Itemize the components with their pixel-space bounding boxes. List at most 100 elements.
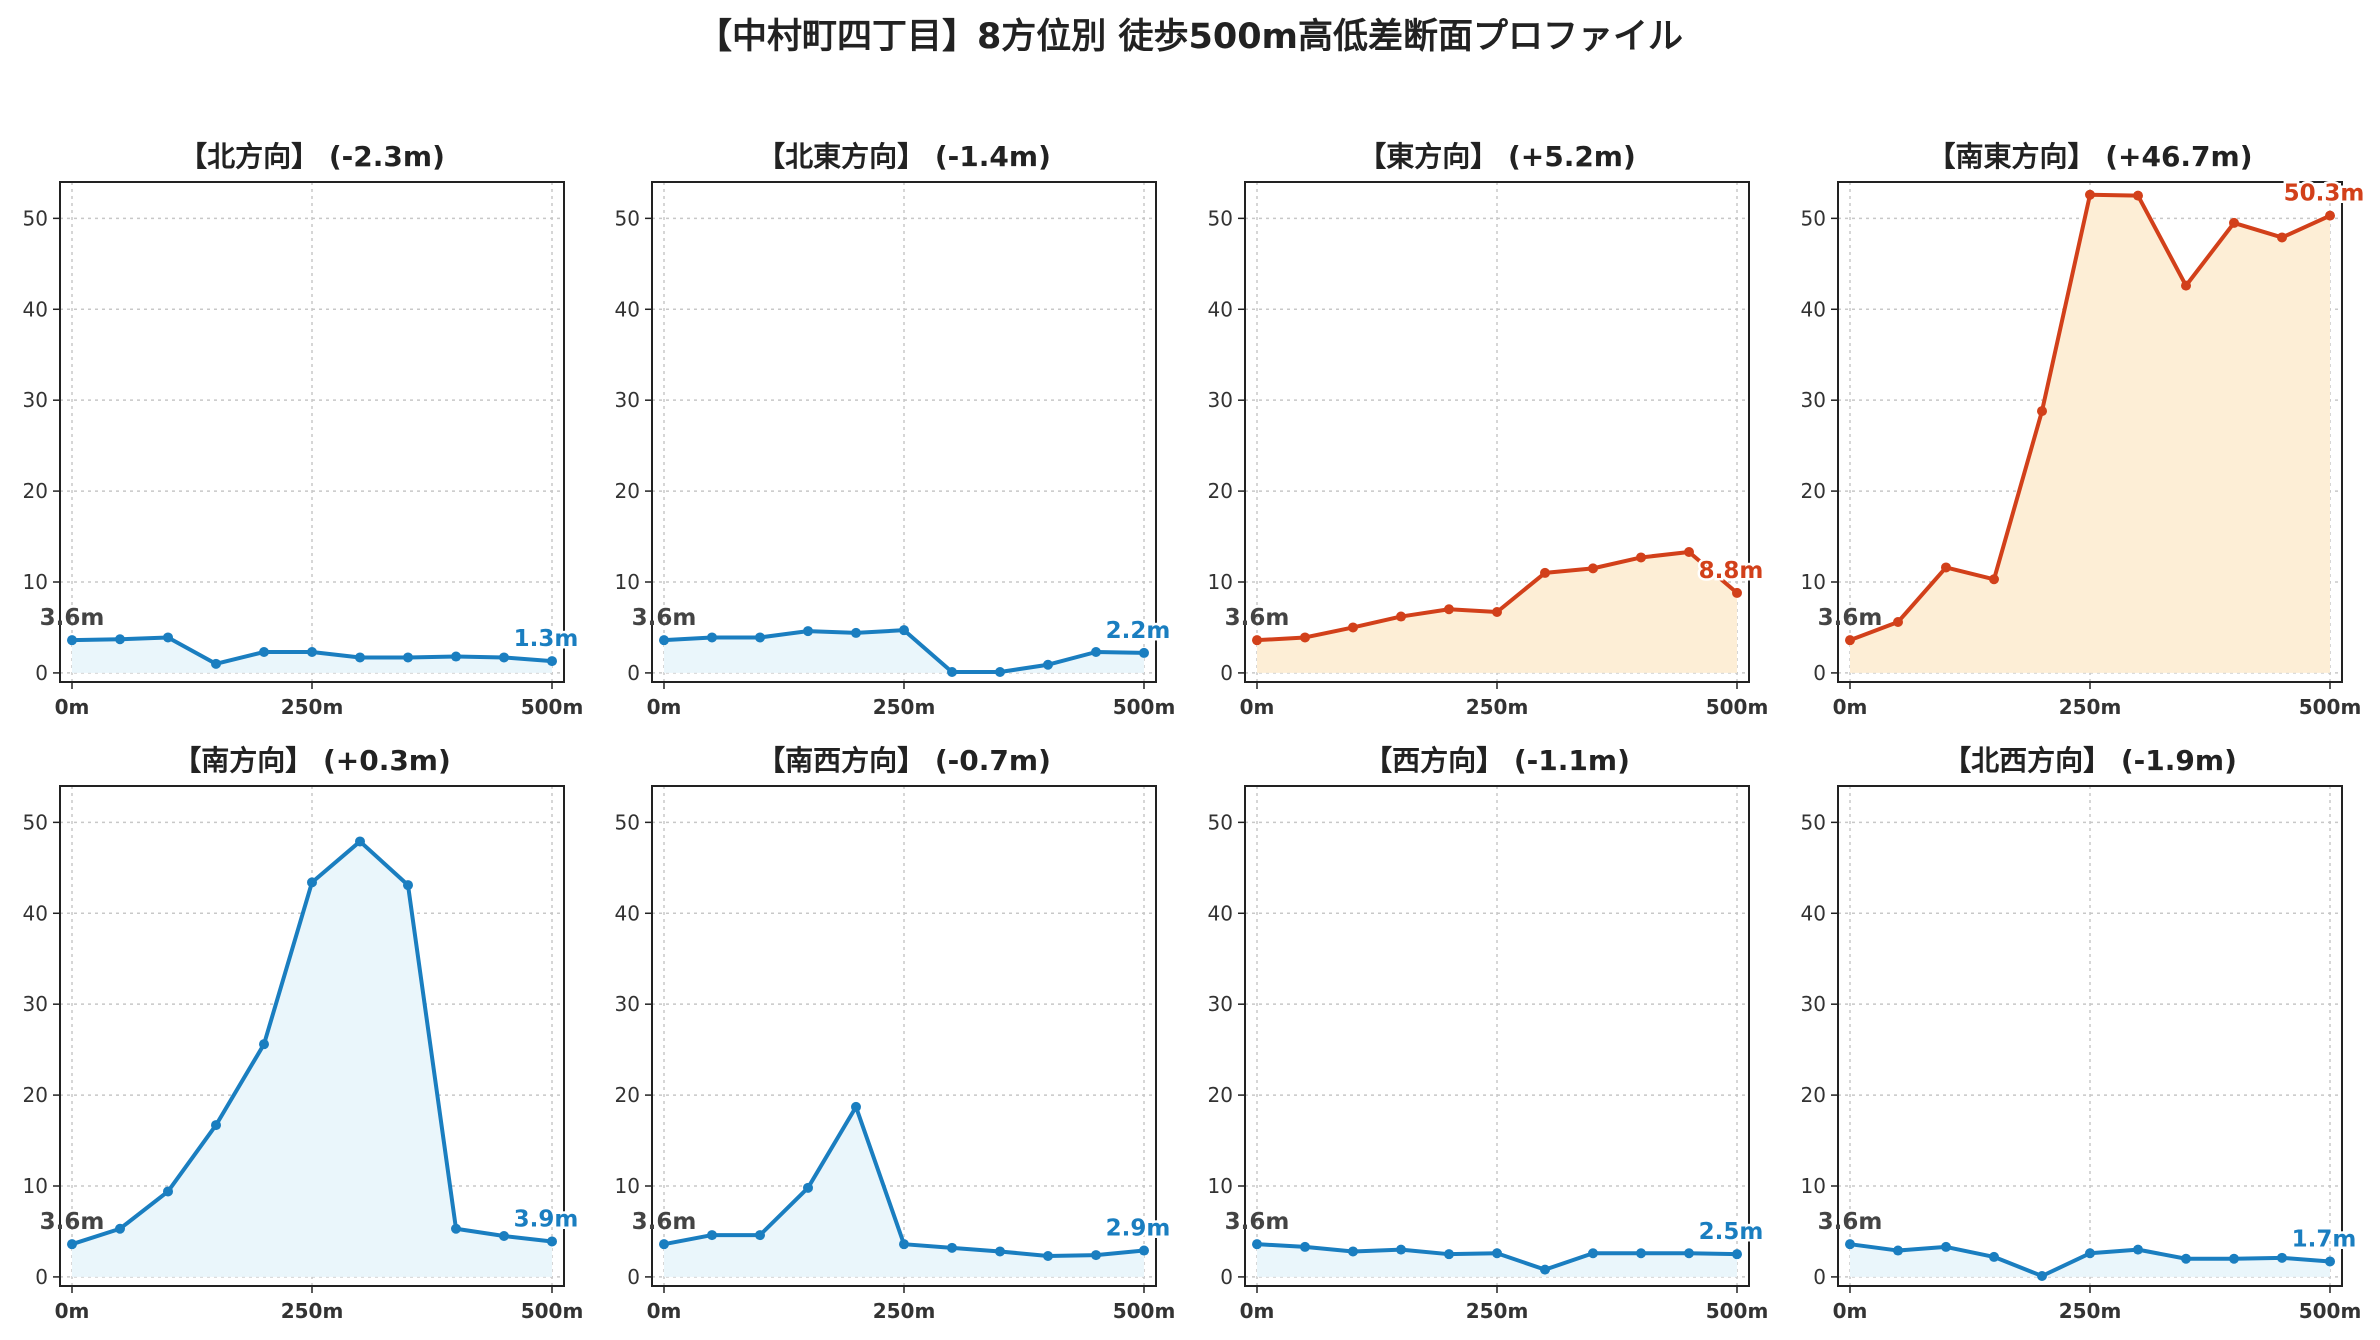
y-tick-label: 10 bbox=[1208, 570, 1233, 594]
data-point bbox=[451, 1223, 461, 1234]
y-tick-label: 20 bbox=[1801, 1083, 1826, 1107]
y-tick-label: 0 bbox=[1220, 661, 1233, 685]
x-tick-label: 500m bbox=[521, 695, 584, 719]
end-elevation-label: 1.3m bbox=[514, 626, 579, 652]
data-point bbox=[259, 647, 269, 657]
y-tick-label: 20 bbox=[23, 479, 48, 503]
data-point bbox=[659, 635, 669, 646]
data-point bbox=[2133, 190, 2143, 201]
data-point bbox=[1348, 1246, 1358, 1257]
x-tick-label: 250m bbox=[873, 1299, 936, 1323]
data-point bbox=[1444, 1249, 1454, 1260]
data-point bbox=[1989, 574, 1999, 585]
x-tick-label: 0m bbox=[647, 695, 682, 719]
data-point bbox=[2085, 1248, 2095, 1259]
start-elevation-label: 3.6m bbox=[1225, 605, 1290, 631]
x-tick-label: 0m bbox=[1240, 695, 1275, 719]
panel-title: 【北西方向】 (-1.9m) bbox=[1943, 744, 2237, 777]
data-point bbox=[1091, 647, 1101, 657]
y-tick-label: 40 bbox=[1801, 901, 1826, 925]
start-elevation-label: 3.6m bbox=[40, 605, 105, 631]
x-tick-label: 500m bbox=[2299, 695, 2362, 719]
data-point bbox=[2229, 217, 2239, 228]
data-point bbox=[659, 1239, 669, 1250]
x-tick-label: 250m bbox=[281, 1299, 344, 1323]
panel-title: 【南方向】 (+0.3m) bbox=[173, 744, 451, 777]
data-point bbox=[1492, 607, 1502, 617]
y-tick-label: 0 bbox=[1813, 661, 1826, 685]
data-point bbox=[899, 625, 909, 636]
x-tick-label: 500m bbox=[1113, 1299, 1176, 1323]
x-tick-label: 0m bbox=[1833, 695, 1868, 719]
y-tick-label: 20 bbox=[1208, 479, 1233, 503]
x-tick-label: 500m bbox=[1706, 695, 1769, 719]
data-point bbox=[2037, 406, 2047, 417]
data-point bbox=[1588, 1248, 1598, 1259]
y-tick-label: 50 bbox=[1801, 810, 1826, 834]
y-tick-label: 0 bbox=[627, 1265, 640, 1289]
data-point bbox=[803, 626, 813, 637]
y-tick-label: 50 bbox=[23, 810, 48, 834]
x-tick-label: 250m bbox=[873, 695, 936, 719]
y-tick-label: 30 bbox=[23, 992, 48, 1016]
data-point bbox=[2037, 1271, 2047, 1281]
data-point bbox=[1091, 1250, 1101, 1261]
data-point bbox=[1732, 587, 1742, 598]
y-tick-label: 50 bbox=[1208, 206, 1233, 230]
end-elevation-label: 8.8m bbox=[1699, 558, 1764, 584]
y-tick-label: 30 bbox=[1208, 992, 1233, 1016]
area-fill bbox=[1850, 194, 2330, 673]
y-tick-label: 0 bbox=[1220, 1265, 1233, 1289]
y-tick-label: 10 bbox=[23, 1174, 48, 1198]
y-tick-label: 20 bbox=[23, 1083, 48, 1107]
data-point bbox=[707, 1230, 717, 1241]
area-fill bbox=[664, 1106, 1144, 1277]
data-point bbox=[547, 1236, 557, 1247]
panel-title: 【南東方向】 (+46.7m) bbox=[1927, 140, 2252, 173]
x-tick-label: 0m bbox=[1833, 1299, 1868, 1323]
x-tick-label: 250m bbox=[1466, 695, 1529, 719]
y-tick-label: 30 bbox=[615, 388, 640, 412]
data-point bbox=[1941, 1241, 1951, 1252]
y-tick-label: 50 bbox=[1801, 206, 1826, 230]
data-point bbox=[1252, 1239, 1262, 1250]
panel-title: 【北東方向】 (-1.4m) bbox=[757, 140, 1051, 173]
data-point bbox=[451, 651, 461, 662]
start-elevation-label: 3.6m bbox=[40, 1209, 105, 1235]
data-point bbox=[1492, 1248, 1502, 1259]
y-tick-label: 50 bbox=[615, 810, 640, 834]
data-point bbox=[1588, 563, 1598, 574]
data-point bbox=[1540, 1264, 1550, 1275]
data-point bbox=[1941, 562, 1951, 573]
panel-title: 【西方向】 (-1.1m) bbox=[1364, 744, 1630, 777]
data-point bbox=[1139, 647, 1149, 658]
data-point bbox=[2325, 1256, 2335, 1267]
x-tick-label: 0m bbox=[1240, 1299, 1275, 1323]
data-point bbox=[851, 627, 861, 638]
panel-title: 【北方向】 (-2.3m) bbox=[179, 140, 445, 173]
y-tick-label: 40 bbox=[615, 297, 640, 321]
y-tick-label: 10 bbox=[615, 570, 640, 594]
data-point bbox=[707, 632, 717, 643]
data-point bbox=[1043, 659, 1053, 670]
x-tick-label: 500m bbox=[521, 1299, 584, 1323]
x-tick-label: 250m bbox=[2059, 695, 2122, 719]
data-point bbox=[1540, 567, 1550, 578]
data-point bbox=[307, 877, 317, 888]
data-point bbox=[1139, 1245, 1149, 1256]
data-point bbox=[403, 652, 413, 663]
start-elevation-label: 3.6m bbox=[1225, 1209, 1290, 1235]
x-tick-label: 500m bbox=[1706, 1299, 1769, 1323]
data-point bbox=[1636, 1248, 1646, 1259]
data-point bbox=[803, 1182, 813, 1193]
data-point bbox=[947, 1242, 957, 1253]
y-tick-label: 30 bbox=[1801, 992, 1826, 1016]
data-point bbox=[995, 667, 1005, 677]
data-point bbox=[211, 1120, 221, 1131]
start-elevation-label: 3.6m bbox=[1818, 1209, 1883, 1235]
axes-frame bbox=[1244, 785, 1750, 1287]
